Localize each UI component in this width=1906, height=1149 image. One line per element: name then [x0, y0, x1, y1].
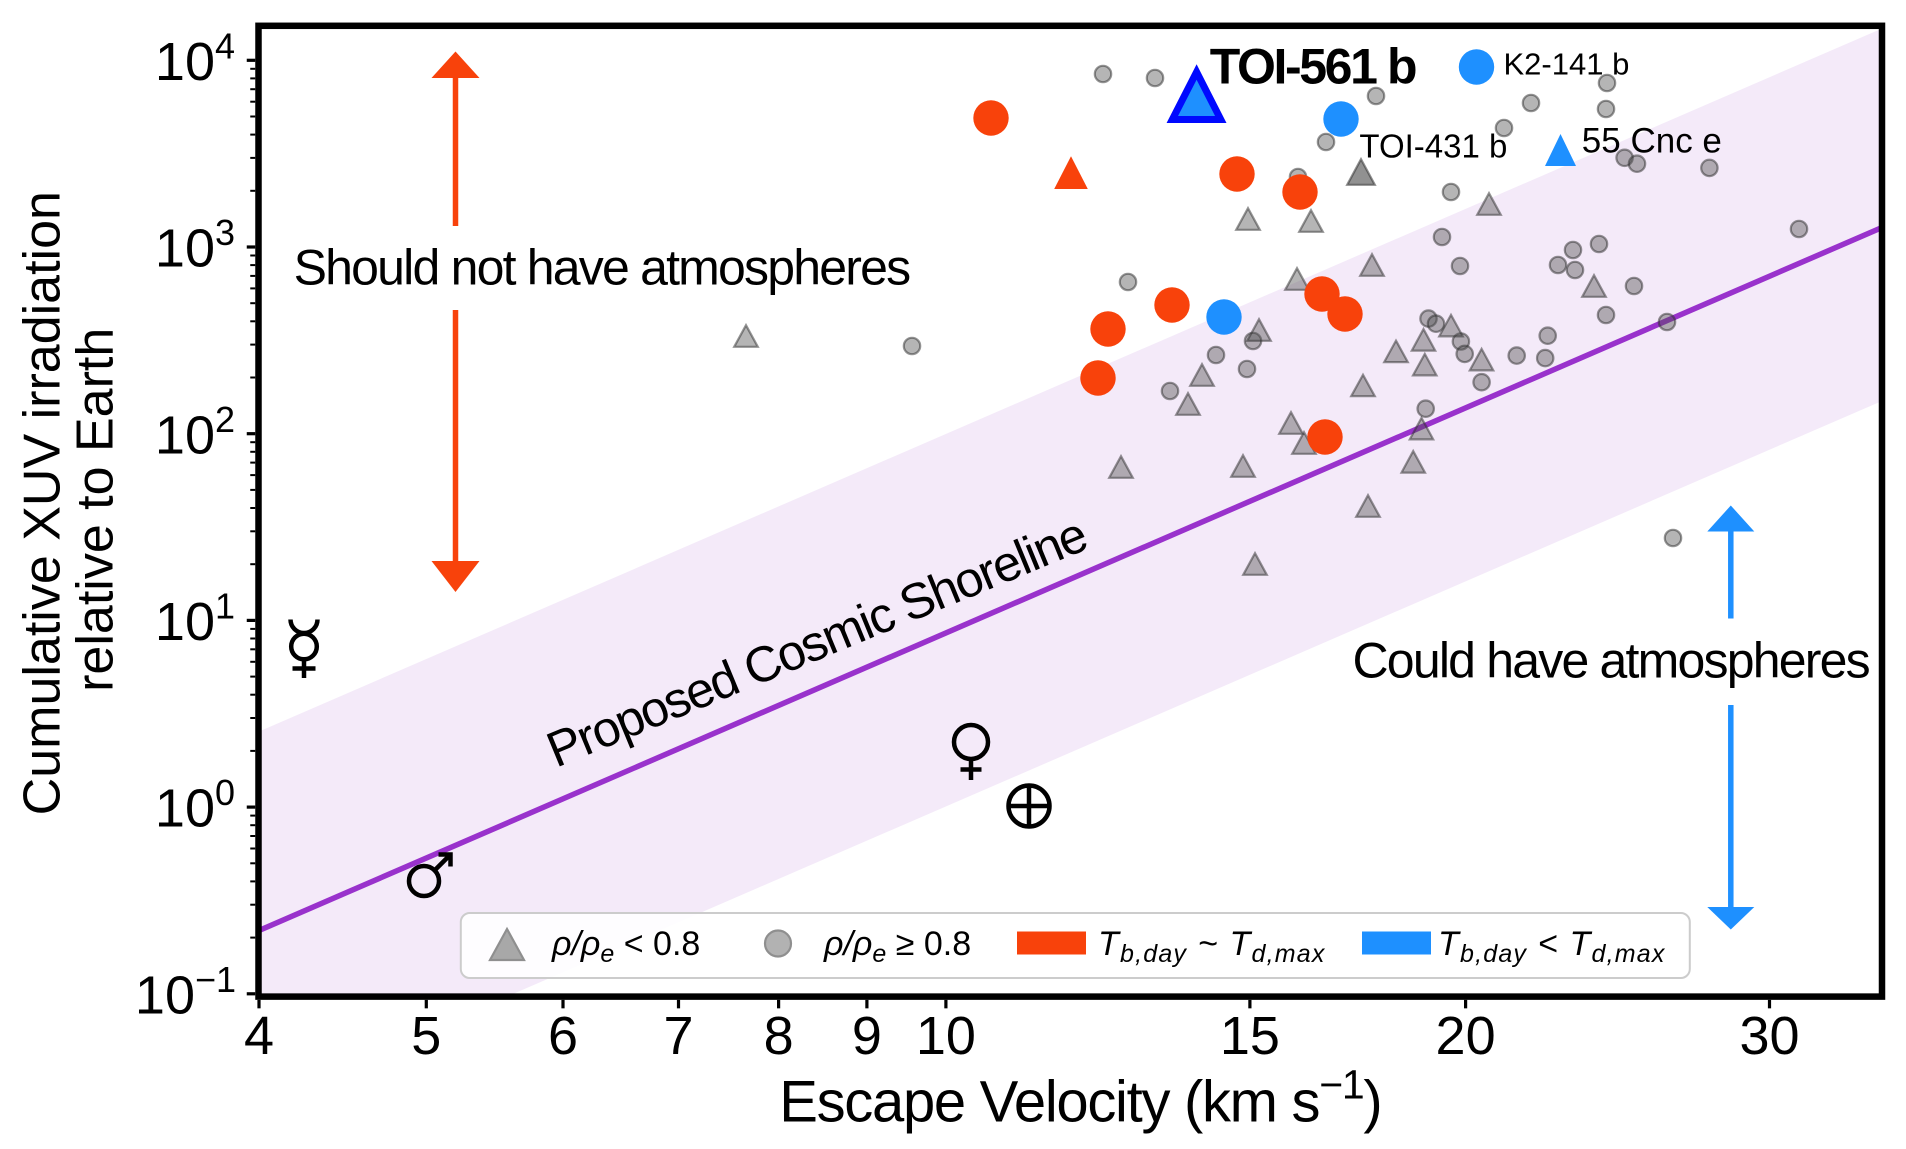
svg-text:10: 10 — [155, 779, 215, 839]
svg-text:7: 7 — [663, 1006, 693, 1066]
svg-text:55 Cnc e: 55 Cnc e — [1582, 122, 1722, 161]
svg-text:Cumulative XUV irradiation: Cumulative XUV irradiation — [13, 191, 71, 815]
svg-text:1: 1 — [215, 586, 235, 627]
svg-text:4: 4 — [244, 1006, 274, 1066]
svg-text:−1: −1 — [195, 959, 236, 1000]
svg-text:relative to Earth: relative to Earth — [66, 328, 124, 692]
svg-text:ρ/ρe < 0.8: ρ/ρe < 0.8 — [551, 925, 700, 968]
svg-text:4: 4 — [215, 25, 235, 66]
svg-text:ρ/ρe ≥ 0.8: ρ/ρe ≥ 0.8 — [823, 925, 971, 968]
svg-text:TOI-431 b: TOI-431 b — [1359, 128, 1507, 165]
svg-text:5: 5 — [411, 1006, 441, 1066]
svg-text:10: 10 — [155, 405, 215, 465]
svg-text:3: 3 — [215, 212, 235, 253]
svg-text:Should not have atmospheres: Should not have atmospheres — [294, 240, 911, 296]
svg-text:6: 6 — [548, 1006, 578, 1066]
svg-text:10: 10 — [155, 32, 215, 92]
svg-text:10: 10 — [155, 219, 215, 279]
svg-text:K2-141 b: K2-141 b — [1504, 47, 1630, 82]
svg-text:15: 15 — [1220, 1006, 1280, 1066]
svg-text:10: 10 — [155, 592, 215, 652]
svg-text:8: 8 — [764, 1006, 794, 1066]
svg-text:Escape Velocity (km s−1): Escape Velocity (km s−1) — [779, 1062, 1381, 1135]
svg-text:20: 20 — [1436, 1006, 1496, 1066]
svg-text:0: 0 — [215, 772, 235, 813]
svg-text:10: 10 — [916, 1006, 976, 1066]
svg-text:Could have atmospheres: Could have atmospheres — [1353, 633, 1870, 689]
svg-text:TOI-561 b: TOI-561 b — [1210, 39, 1416, 95]
svg-text:2: 2 — [215, 399, 235, 440]
svg-text:30: 30 — [1739, 1006, 1799, 1066]
svg-text:10: 10 — [135, 965, 195, 1025]
svg-text:9: 9 — [852, 1006, 882, 1066]
